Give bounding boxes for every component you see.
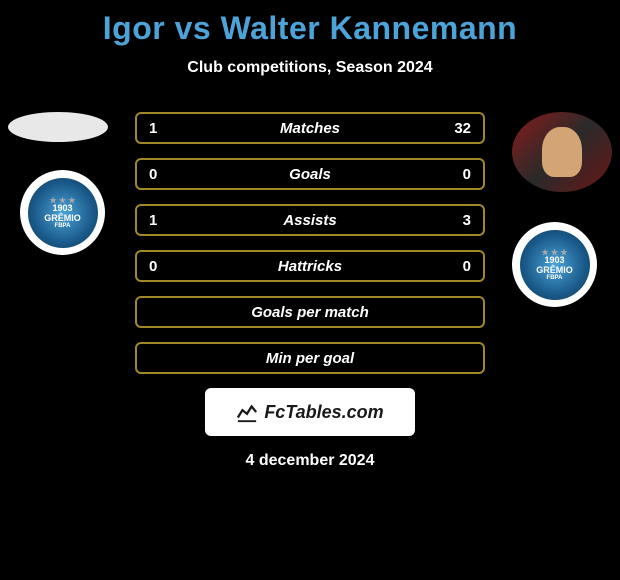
club-name-right: GRÊMIO — [536, 265, 573, 275]
stat-left-value: 1 — [149, 212, 157, 229]
stat-right-value: 32 — [454, 120, 471, 137]
stat-row-goals: 0 Goals 0 — [135, 158, 485, 190]
player-left-avatar — [8, 112, 108, 142]
club-sub-right: FBPA — [547, 275, 563, 281]
chart-icon — [236, 401, 258, 423]
player-right-column: ★ ★ ★ 1903 GRÊMIO FBPA — [512, 112, 612, 307]
stat-left-value: 1 — [149, 120, 157, 137]
stat-right-value: 3 — [463, 212, 471, 229]
brand-text: FcTables.com — [264, 402, 383, 423]
stat-label: Hattricks — [137, 258, 483, 275]
stat-label: Goals per match — [137, 304, 483, 321]
stat-label: Assists — [137, 212, 483, 229]
player-right-club-badge: ★ ★ ★ 1903 GRÊMIO FBPA — [512, 222, 597, 307]
stat-right-value: 0 — [463, 258, 471, 275]
club-year-left: 1903 — [52, 203, 72, 213]
main-comparison-area: ★ ★ ★ 1903 GRÊMIO FBPA ★ ★ ★ 1903 GRÊMIO… — [0, 112, 620, 470]
stat-row-min-per-goal: Min per goal — [135, 342, 485, 374]
stat-label: Min per goal — [137, 350, 483, 367]
club-name-left: GRÊMIO — [44, 213, 81, 223]
date-text: 4 december 2024 — [0, 452, 620, 470]
stats-column: 1 Matches 32 0 Goals 0 1 Assists 3 0 Hat… — [135, 112, 485, 374]
stat-row-hattricks: 0 Hattricks 0 — [135, 250, 485, 282]
comparison-title: Igor vs Walter Kannemann — [0, 0, 620, 47]
stat-row-assists: 1 Assists 3 — [135, 204, 485, 236]
comparison-subtitle: Club competitions, Season 2024 — [0, 59, 620, 77]
stat-row-goals-per-match: Goals per match — [135, 296, 485, 328]
player-right-avatar — [512, 112, 612, 192]
stat-row-matches: 1 Matches 32 — [135, 112, 485, 144]
stat-left-value: 0 — [149, 166, 157, 183]
brand-badge[interactable]: FcTables.com — [205, 388, 415, 436]
stat-label: Goals — [137, 166, 483, 183]
club-sub-left: FBPA — [55, 223, 71, 229]
club-badge-inner-left: ★ ★ ★ 1903 GRÊMIO FBPA — [28, 178, 98, 248]
player-left-club-badge: ★ ★ ★ 1903 GRÊMIO FBPA — [20, 170, 105, 255]
stat-right-value: 0 — [463, 166, 471, 183]
stat-left-value: 0 — [149, 258, 157, 275]
player-left-column: ★ ★ ★ 1903 GRÊMIO FBPA — [8, 112, 108, 255]
club-badge-inner-right: ★ ★ ★ 1903 GRÊMIO FBPA — [520, 230, 590, 300]
stat-label: Matches — [137, 120, 483, 137]
club-year-right: 1903 — [544, 255, 564, 265]
